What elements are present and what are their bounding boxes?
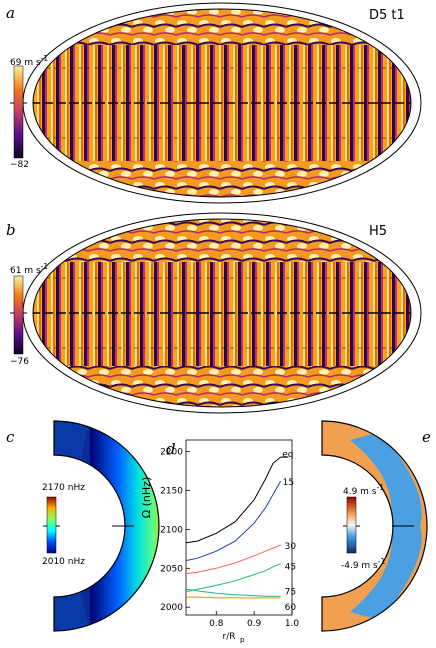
panel-c-letter: c <box>6 428 15 446</box>
series-line-60 <box>186 596 281 599</box>
series-line-15 <box>185 480 282 562</box>
series-label-45: 45 <box>285 563 296 573</box>
y-tick-label: 2050 <box>160 564 183 574</box>
panel-b-map <box>22 212 422 414</box>
panel-e-colorbar-max: 4.9 m s-1 <box>343 483 384 497</box>
panel-b-letter: b <box>6 221 16 239</box>
x-tick-label: 1.0 <box>285 619 300 629</box>
y-tick-label: 2200 <box>160 448 183 458</box>
panel-a-title: D5 t1 <box>369 8 405 23</box>
series-label-60: 60 <box>285 603 297 613</box>
y-tick-label: 2000 <box>160 603 183 613</box>
series-label-30: 30 <box>285 542 297 552</box>
panel-d-letter: d <box>166 440 176 458</box>
series-line-45 <box>185 563 281 593</box>
x-axis-label-subscript: p <box>240 636 245 644</box>
panel-e-meridional-plot <box>321 420 428 632</box>
x-axis-label: r/R <box>223 632 236 642</box>
panel-e-letter: e <box>422 428 431 446</box>
panel-c-colorbar-min: 2010 nHz <box>42 557 85 567</box>
panel-c-colorbar-max: 2170 nHz <box>42 483 85 493</box>
series-line-eq <box>185 456 289 544</box>
panel-a-colorbar <box>13 65 24 159</box>
panel-b-colorbar-min: −76 <box>10 357 29 367</box>
series-label-75: 75 <box>285 587 296 597</box>
series-line-30 <box>185 544 281 575</box>
y-axis-label: Ω (nHz) <box>140 477 153 519</box>
panel-b-title: H5 <box>369 224 388 239</box>
series-label-15: 15 <box>283 478 294 488</box>
panel-d-chart: 2000 2050 2100 2150 2200 0.8 0.9 1.0 Ω (nHz) r/R p… <box>140 439 300 644</box>
panel-a-map <box>22 2 422 204</box>
panel-e-colorbar-min: -4.9 m s-1 <box>341 557 386 571</box>
series-label-eq: eq <box>282 450 293 460</box>
panel-c-colorbar <box>46 496 57 554</box>
y-tick-label: 2100 <box>160 525 183 535</box>
panel-b-colorbar-max: 61 m s-1 <box>10 262 49 276</box>
panel-a-colorbar-max: 69 m s-1 <box>10 54 49 68</box>
panel-a-colorbar-min: −82 <box>10 160 29 170</box>
series-line-75 <box>185 588 281 597</box>
x-tick-label: 0.8 <box>209 619 224 629</box>
plot-frame <box>185 439 293 616</box>
panel-b-colorbar <box>13 275 24 355</box>
panel-c-meridional-plot <box>53 420 160 632</box>
panel-e-colorbar <box>346 496 357 554</box>
y-tick-label: 2150 <box>160 487 183 497</box>
panel-a-letter: a <box>6 4 15 22</box>
x-tick-label: 0.9 <box>247 619 262 629</box>
